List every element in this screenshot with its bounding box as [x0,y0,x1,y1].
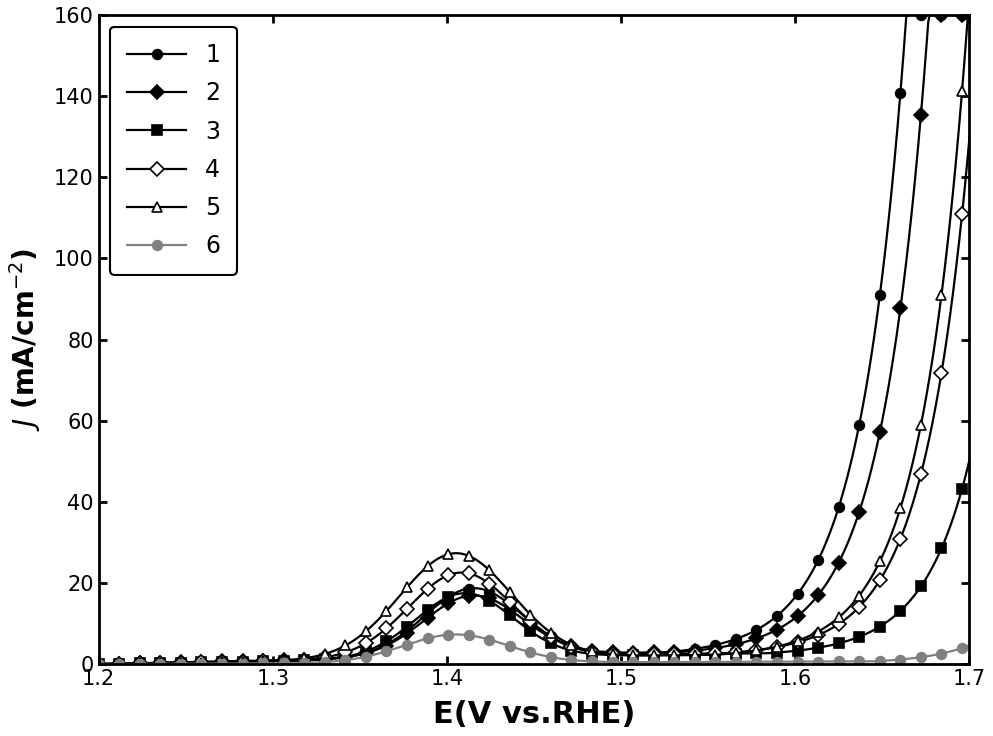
1 [611,649,623,658]
X-axis label: E(V vs.RHE): E(V vs.RHE) [433,700,636,729]
6 [972,637,984,646]
4 [755,645,767,654]
Line: 3: 3 [93,414,983,669]
4 [248,657,260,666]
5 [92,659,104,668]
5 [680,651,692,659]
2 [680,647,692,656]
5 [972,10,984,19]
1 [248,657,260,665]
2 [972,10,984,19]
1 [902,10,914,19]
Line: 2: 2 [93,10,983,669]
Line: 4: 4 [93,25,983,669]
6 [757,657,769,666]
6 [319,658,331,667]
2 [319,654,331,663]
4 [319,653,331,662]
4 [491,585,502,594]
3 [755,649,767,658]
3 [491,601,502,610]
2 [923,10,935,19]
6 [92,659,104,668]
1 [755,623,767,631]
5 [755,645,767,654]
3 [680,650,692,659]
4 [92,659,104,668]
5 [248,657,260,666]
5 [611,650,623,659]
6 [450,630,462,639]
Line: 6: 6 [93,629,983,669]
4 [972,25,984,34]
3 [319,655,331,664]
1 [319,655,331,664]
6 [613,658,625,667]
1 [491,591,502,600]
1 [92,659,104,668]
6 [248,659,260,668]
6 [681,657,693,666]
1 [972,10,984,19]
4 [680,649,692,658]
2 [92,659,104,668]
3 [611,651,623,659]
Legend: 1, 2, 3, 4, 5, 6: 1, 2, 3, 4, 5, 6 [110,26,236,275]
2 [248,657,260,665]
2 [611,648,623,657]
3 [92,659,104,668]
1 [680,645,692,654]
Y-axis label: $J$ (mA/cm$^{-2}$): $J$ (mA/cm$^{-2}$) [7,248,43,431]
Line: 5: 5 [93,10,983,669]
3 [972,415,984,424]
2 [491,597,502,606]
6 [493,638,504,647]
2 [755,632,767,641]
5 [319,650,331,659]
5 [491,573,502,582]
3 [248,657,260,666]
5 [962,10,974,19]
Line: 1: 1 [93,10,983,669]
4 [611,650,623,659]
